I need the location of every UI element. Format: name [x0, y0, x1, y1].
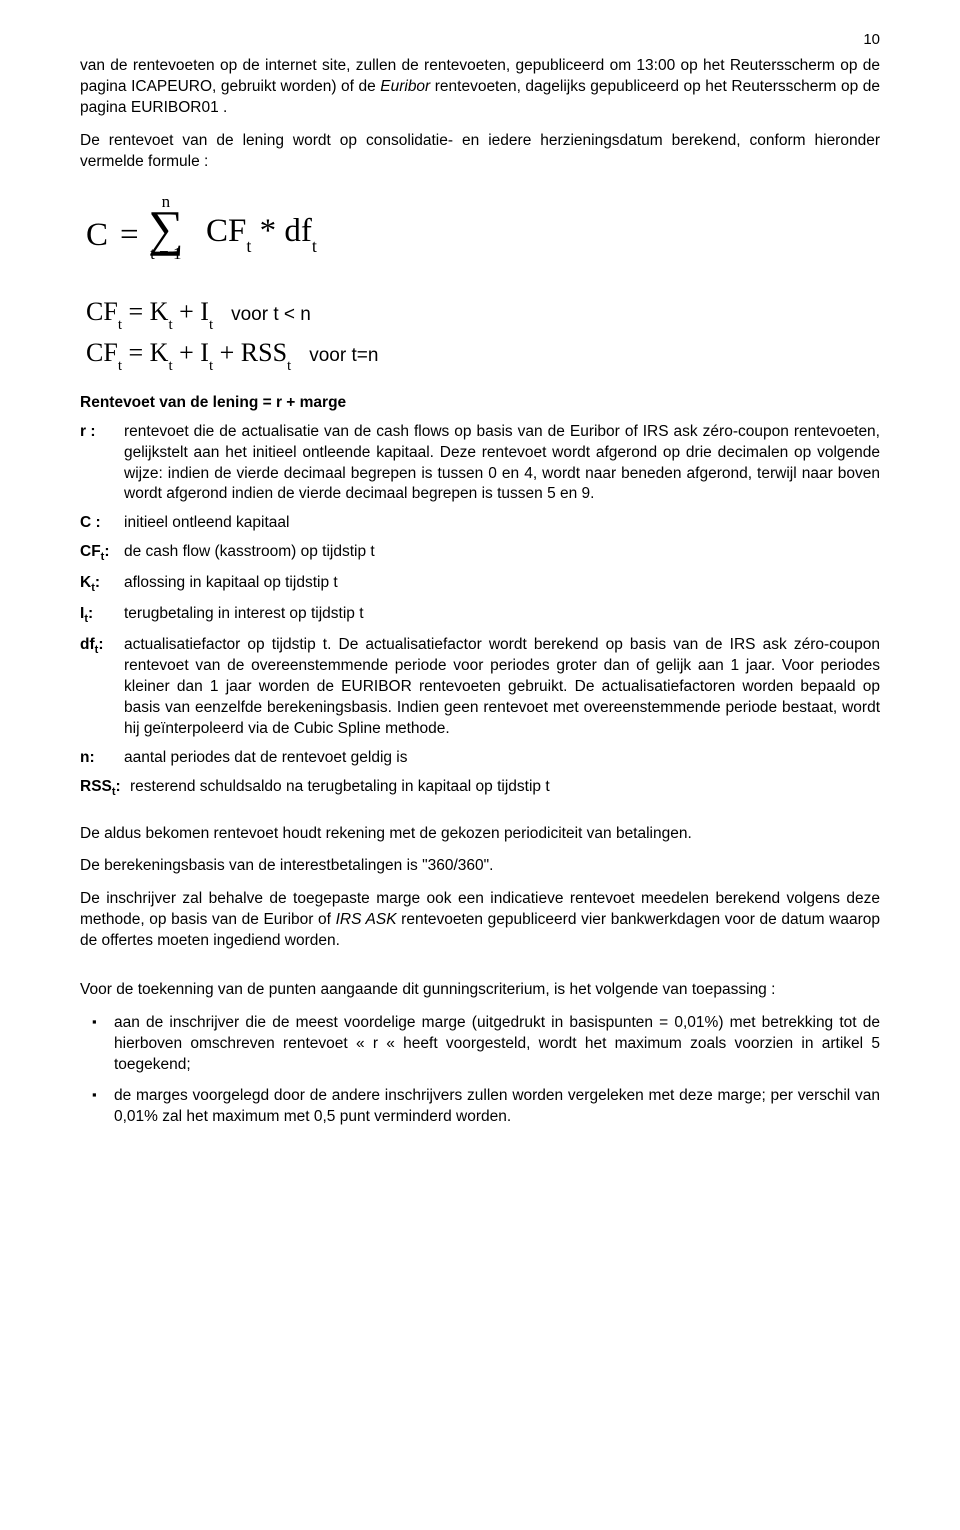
formula-note: voor t < n: [231, 304, 311, 325]
definition-label: r :: [80, 422, 124, 506]
italic-euribor: Euribor: [380, 78, 430, 95]
text: CF: [86, 297, 118, 326]
paragraph-toekenning: Voor de toekenning van de punten aangaan…: [80, 980, 880, 1001]
text: :: [98, 636, 103, 653]
definition-label: dft:: [80, 635, 124, 740]
subscript: t: [312, 236, 317, 256]
text: CF: [206, 213, 246, 249]
definition-text: de cash flow (kasstroom) op tijdstip t: [124, 542, 880, 565]
definition-label: Kt:: [80, 573, 124, 596]
formula-line-2: CFt = Kt + It + RSStvoor t=n: [86, 334, 880, 375]
intro-paragraph-2: De rentevoet van de lening wordt op cons…: [80, 131, 880, 173]
formula-C: C: [86, 213, 108, 258]
paragraph-basis: De berekeningsbasis van de interestbetal…: [80, 856, 880, 877]
definition-r: r : rentevoet die de actualisatie van de…: [80, 422, 880, 506]
text: + I: [173, 297, 209, 326]
bullet-list: aan de inschrijver die de meest voordeli…: [80, 1013, 880, 1128]
sigma-lower: t = 1: [148, 245, 184, 262]
subscript: t: [168, 317, 172, 333]
text: df: [284, 213, 312, 249]
definition-text: rentevoet die de actualisatie van de cas…: [124, 422, 880, 506]
subscript: t: [209, 358, 213, 374]
definition-label: C :: [80, 513, 124, 534]
text: *: [251, 213, 276, 249]
definition-text: aflossing in kapitaal op tijdstip t: [124, 573, 880, 596]
definition-Kt: Kt: aflossing in kapitaal op tijdstip t: [80, 573, 880, 596]
text: RSS: [80, 778, 112, 795]
text: = K: [122, 338, 168, 367]
intro-paragraph-1: van de rentevoeten op de internet site, …: [80, 56, 880, 119]
definition-n: n: aantal periodes dat de rentevoet geld…: [80, 748, 880, 769]
paragraph-periodicity: De aldus bekomen rentevoet houdt rekenin…: [80, 824, 880, 845]
document-page: 10 van de rentevoeten op de internet sit…: [0, 0, 960, 1530]
text: :: [116, 778, 121, 795]
bullet-item-2: de marges voorgelegd door de andere insc…: [80, 1086, 880, 1128]
formula-rhs: CFt * dft: [206, 209, 317, 255]
subscript: t: [246, 236, 251, 256]
formula-note: voor t=n: [309, 345, 378, 366]
definition-label: CFt:: [80, 542, 124, 565]
text: :: [104, 543, 109, 560]
bullet-item-1: aan de inschrijver die de meest voordeli…: [80, 1013, 880, 1076]
text: K: [80, 574, 91, 591]
definition-dft: dft: actualisatiefactor op tijdstip t. D…: [80, 635, 880, 740]
definition-text: initieel ontleend kapitaal: [124, 513, 880, 534]
subscript: t: [168, 358, 172, 374]
text: df: [80, 636, 95, 653]
paragraph-inschrijver: De inschrijver zal behalve de toegepaste…: [80, 889, 880, 952]
subscript: t: [118, 358, 122, 374]
definition-label: RSSt:: [80, 777, 130, 800]
definition-text: actualisatiefactor op tijdstip t. De act…: [124, 635, 880, 740]
page-number: 10: [80, 30, 880, 50]
text: :: [95, 574, 100, 591]
definition-label: It:: [80, 604, 124, 627]
definition-It: It: terugbetaling in interest op tijdsti…: [80, 604, 880, 627]
sigma-icon: n ∑ t = 1: [148, 193, 184, 262]
text: + I: [173, 338, 209, 367]
subscript: t: [118, 317, 122, 333]
text: CF: [86, 338, 118, 367]
text: CF: [80, 543, 101, 560]
definition-text: resterend schuldsaldo na terugbetaling i…: [130, 777, 880, 800]
subscript: t: [287, 358, 291, 374]
text: + RSS: [213, 338, 287, 367]
subscript: t: [209, 317, 213, 333]
definition-RSSt: RSSt: resterend schuldsaldo na terugbeta…: [80, 777, 880, 800]
definition-label: n:: [80, 748, 124, 769]
formula-equals: =: [120, 213, 139, 258]
text: :: [88, 605, 93, 622]
definition-CFt: CFt: de cash flow (kasstroom) op tijdsti…: [80, 542, 880, 565]
italic-irs-ask: IRS ASK: [336, 911, 397, 928]
definitions-list: r : rentevoet die de actualisatie van de…: [80, 422, 880, 800]
formula-line-1: CFt = Kt + Itvoor t < n: [86, 293, 880, 334]
text: = K: [122, 297, 168, 326]
definition-C: C : initieel ontleend kapitaal: [80, 513, 880, 534]
definition-text: aantal periodes dat de rentevoet geldig …: [124, 748, 880, 769]
heading-rentevoet-marge: Rentevoet van de lening = r + marge: [80, 393, 880, 414]
definition-text: terugbetaling in interest op tijdstip t: [124, 604, 880, 627]
formula-sum: C = n ∑ t = 1 CFt * dft: [86, 195, 880, 275]
formula-definitions: CFt = Kt + Itvoor t < n CFt = Kt + It + …: [86, 293, 880, 375]
